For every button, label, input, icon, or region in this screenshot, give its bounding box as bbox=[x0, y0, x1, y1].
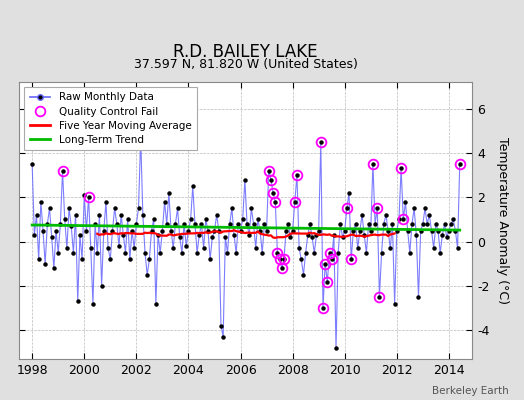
Y-axis label: Temperature Anomaly (°C): Temperature Anomaly (°C) bbox=[496, 137, 509, 304]
Text: 37.597 N, 81.820 W (United States): 37.597 N, 81.820 W (United States) bbox=[134, 58, 358, 71]
Title: R.D. BAILEY LAKE: R.D. BAILEY LAKE bbox=[173, 43, 318, 61]
Text: Berkeley Earth: Berkeley Earth bbox=[432, 386, 508, 396]
Legend: Raw Monthly Data, Quality Control Fail, Five Year Moving Average, Long-Term Tren: Raw Monthly Data, Quality Control Fail, … bbox=[24, 87, 196, 150]
